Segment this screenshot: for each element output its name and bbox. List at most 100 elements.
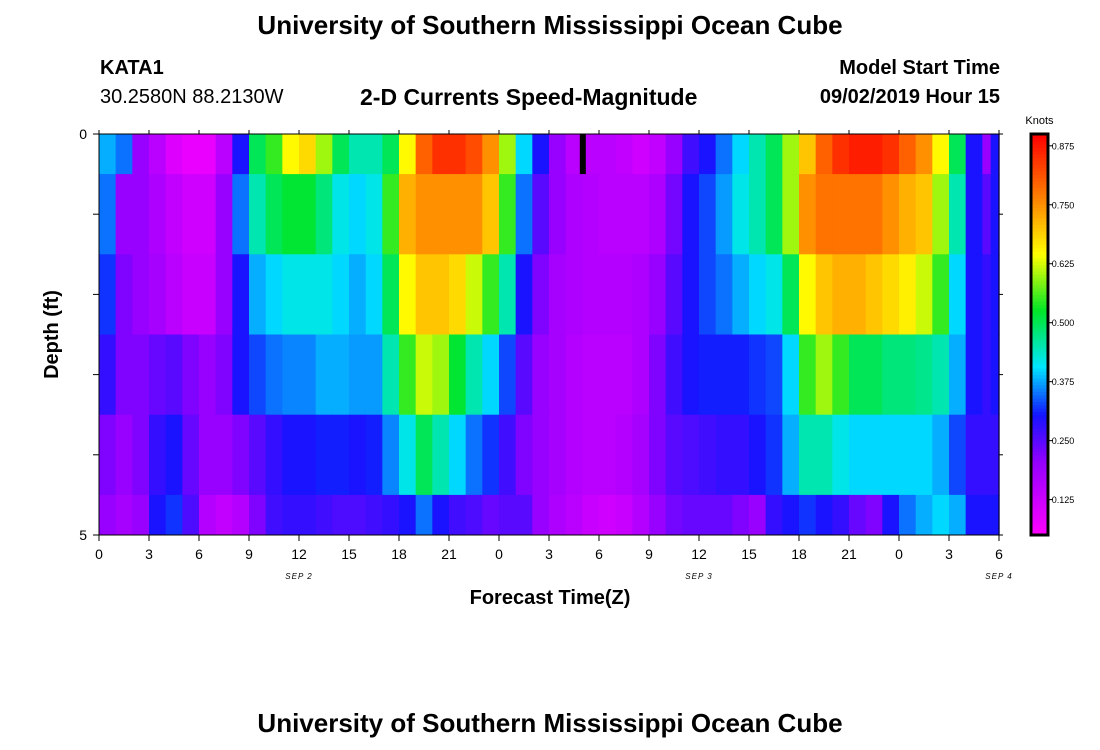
colorbar-segment bbox=[1031, 371, 1048, 376]
colorbar-segment bbox=[1031, 207, 1048, 212]
colorbar-segment bbox=[1031, 190, 1048, 195]
heatmap-cell bbox=[599, 414, 617, 496]
colorbar-segment bbox=[1031, 180, 1048, 185]
heatmap-cells bbox=[99, 134, 1000, 536]
colorbar-segment bbox=[1031, 441, 1048, 446]
heatmap-cell bbox=[832, 134, 850, 175]
heatmap-cell bbox=[765, 334, 783, 416]
heatmap-cell bbox=[682, 174, 700, 255]
heatmap-cell bbox=[715, 414, 733, 496]
heatmap-cell bbox=[899, 174, 917, 255]
heatmap-cell bbox=[99, 414, 117, 496]
heatmap-cell bbox=[965, 334, 983, 416]
colorbar-segment bbox=[1031, 474, 1048, 479]
heatmap-cell bbox=[915, 414, 933, 496]
heatmap-cell bbox=[649, 254, 667, 335]
heatmap-cell bbox=[465, 414, 483, 496]
colorbar-segment bbox=[1031, 494, 1048, 499]
heatmap-cell bbox=[749, 254, 767, 335]
heatmap-cell bbox=[832, 174, 850, 255]
colorbar-segment bbox=[1031, 458, 1048, 463]
heatmap-cell bbox=[682, 414, 700, 496]
colorbar-tick-label: 0.375 bbox=[1052, 377, 1075, 387]
x-tick-label: 0 bbox=[95, 546, 103, 562]
colorbar-segment bbox=[1031, 224, 1048, 229]
colorbar-segment bbox=[1031, 287, 1048, 292]
colorbar-segment bbox=[1031, 210, 1048, 215]
heatmap-cell bbox=[482, 134, 500, 175]
colorbar-segment bbox=[1031, 424, 1048, 429]
heatmap-cell bbox=[132, 334, 150, 416]
heatmap-cell bbox=[899, 254, 917, 335]
colorbar-segment bbox=[1031, 217, 1048, 222]
heatmap-cell bbox=[832, 254, 850, 335]
heatmap-cell bbox=[915, 174, 933, 255]
colorbar-segment bbox=[1031, 307, 1048, 312]
heatmap-cell bbox=[299, 174, 317, 255]
heatmap-cell bbox=[415, 174, 433, 255]
heatmap-cell bbox=[765, 174, 783, 255]
heatmap-cell bbox=[382, 494, 400, 536]
x-tick-label: 6 bbox=[995, 546, 1003, 562]
colorbar-segment bbox=[1031, 478, 1048, 483]
heatmap-cell bbox=[949, 254, 967, 335]
colorbar-segment bbox=[1031, 421, 1048, 426]
heatmap-cell bbox=[949, 334, 967, 416]
heatmap-cell bbox=[915, 254, 933, 335]
heatmap-cell bbox=[315, 134, 333, 175]
heatmap-cell bbox=[182, 174, 200, 255]
heatmap-cell bbox=[365, 254, 383, 335]
heatmap-cell bbox=[399, 494, 417, 536]
heatmap-cell bbox=[132, 134, 150, 175]
colorbar-segment bbox=[1031, 438, 1048, 443]
heatmap-cell bbox=[432, 254, 450, 335]
heatmap-cell bbox=[215, 414, 233, 496]
heatmap-cell bbox=[365, 334, 383, 416]
heatmap-cell bbox=[149, 134, 167, 175]
colorbar-segment bbox=[1031, 237, 1048, 242]
colorbar-segment bbox=[1031, 418, 1048, 422]
heatmap-cell bbox=[615, 414, 633, 496]
heatmap-cell bbox=[182, 334, 200, 416]
heatmap-cell bbox=[199, 414, 217, 496]
colorbar-segment bbox=[1031, 528, 1048, 533]
heatmap-cell bbox=[632, 174, 650, 255]
heatmap-cell bbox=[849, 134, 867, 175]
heatmap-cell bbox=[315, 174, 333, 255]
heatmap-cell bbox=[382, 334, 400, 416]
heatmap-cell bbox=[482, 414, 500, 496]
heatmap-cell bbox=[382, 134, 400, 175]
heatmap-cell bbox=[215, 174, 233, 255]
heatmap-cell bbox=[482, 174, 500, 255]
colorbar-segment bbox=[1031, 324, 1048, 329]
heatmap-cell bbox=[215, 254, 233, 335]
heatmap-cell bbox=[799, 134, 817, 175]
colorbar-segment bbox=[1031, 147, 1048, 152]
heatmap-cell bbox=[699, 254, 717, 335]
heatmap-cell bbox=[482, 254, 500, 335]
heatmap-cell bbox=[149, 334, 167, 416]
y-tick-label: 0 bbox=[79, 126, 87, 142]
colorbar-segment bbox=[1031, 411, 1048, 416]
heatmap-cell bbox=[365, 414, 383, 496]
heatmap-cell bbox=[432, 174, 450, 255]
heatmap-cell bbox=[749, 334, 767, 416]
heatmap-cell bbox=[232, 414, 250, 496]
colorbar-segment bbox=[1031, 170, 1048, 175]
heatmap-cell bbox=[465, 254, 483, 335]
heatmap-cell bbox=[432, 334, 450, 416]
heatmap-cell bbox=[265, 174, 283, 255]
colorbar-segment bbox=[1031, 144, 1048, 148]
colorbar-segment bbox=[1031, 518, 1048, 523]
heatmap-cell bbox=[915, 134, 933, 175]
colorbar-segment bbox=[1031, 428, 1048, 433]
colorbar-segment bbox=[1031, 167, 1048, 172]
colorbar-segment bbox=[1031, 294, 1048, 299]
heatmap-cell bbox=[315, 414, 333, 496]
heatmap-cell bbox=[990, 174, 1000, 255]
colorbar-segment bbox=[1031, 157, 1048, 162]
heatmap-cell bbox=[399, 174, 417, 255]
heatmap-cell bbox=[132, 494, 150, 536]
x-tick-label: 3 bbox=[945, 546, 953, 562]
missing-data-marker bbox=[579, 134, 586, 175]
